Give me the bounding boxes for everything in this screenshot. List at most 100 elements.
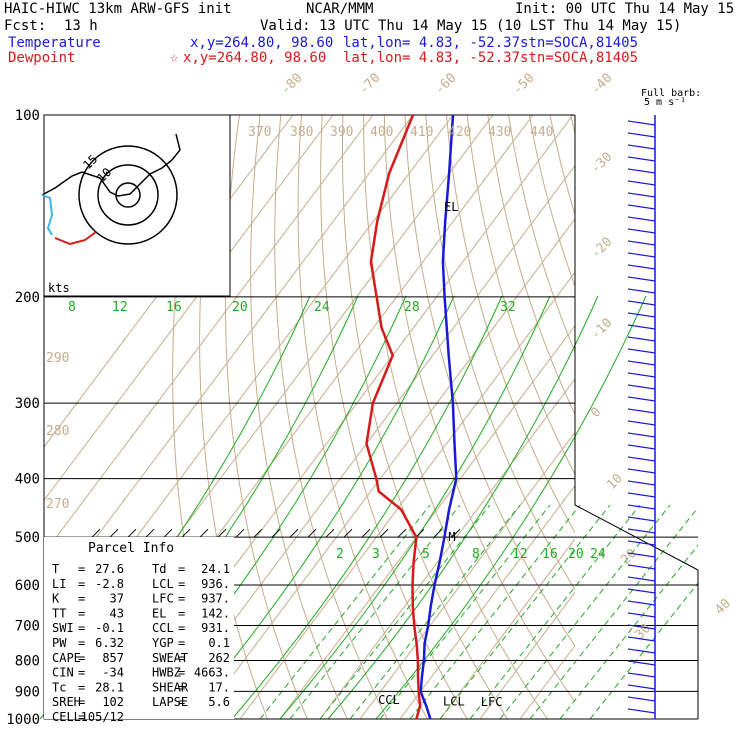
wind-barb <box>627 420 656 426</box>
parcel-info-cell: = <box>78 666 85 680</box>
parcel-info-cell: = <box>78 636 85 650</box>
pressure-tick-label: 1000 <box>6 712 40 728</box>
parcel-info-cell: 24.1 <box>201 562 230 576</box>
hatch-mark <box>163 528 173 538</box>
pressure-tick-label: 300 <box>15 396 40 412</box>
isotherm <box>359 431 575 719</box>
parcel-info-cell: 43 <box>110 606 124 620</box>
wind-barb <box>627 396 656 402</box>
wind-barb <box>627 312 656 318</box>
legend-temperature-stn: stn=SOCA,81405 <box>520 35 638 51</box>
wind-barb <box>627 708 656 714</box>
theta-label: 370 <box>248 125 271 140</box>
parcel-info-panel: Parcel Info T = 27.6 Td = 24.1 LI = -2.8 LCL = 936.… <box>44 537 234 724</box>
theta-label: 270 <box>46 497 69 512</box>
parcel-info-cell: Tc <box>52 680 66 694</box>
wind-barb <box>627 264 656 270</box>
sounding-traces <box>365 114 458 720</box>
dry-adiabat <box>654 115 740 719</box>
init-time: Init: 00 UTC Thu 14 May 15 <box>515 1 734 17</box>
mixing-ratio-label: 3 <box>372 547 380 562</box>
barb-legend-line1: Full barb: <box>641 88 701 99</box>
dry-adiabat <box>225 115 308 719</box>
isotherm <box>439 538 575 719</box>
wind-barbs <box>627 115 656 719</box>
mixing-ratio-label: 24 <box>590 547 606 562</box>
parcel-info-cell: LAPSE <box>152 695 188 709</box>
hatch-mark <box>253 528 263 538</box>
legend-temperature-latlon: lat,lon= 4.83, -52.37 <box>343 35 520 51</box>
parcel-info-cell: LCL <box>152 577 174 591</box>
pressure-tick-label: 500 <box>15 530 40 546</box>
parcel-info-cell: 931. <box>201 621 230 635</box>
parcel-info-cell: = <box>178 651 185 665</box>
parcel-info-cell: = <box>178 592 185 606</box>
hatch-mark <box>127 528 137 538</box>
parcel-info-cell: 28.1 <box>95 680 124 694</box>
parcel-info-cell: SREH <box>52 695 81 709</box>
wind-barb <box>627 120 656 126</box>
legend-temperature-label: Temperature <box>8 35 101 51</box>
valid-time: Valid: 13 UTC Thu 14 May 15 (10 LST Thu … <box>260 18 681 34</box>
parcel-info-cell: = <box>178 695 185 709</box>
fcst-value: 13 h <box>64 18 98 34</box>
parcel-info-cell: = <box>178 621 185 635</box>
wind-barb <box>627 480 656 486</box>
wind-barb <box>627 552 656 558</box>
pressure-tick-label: 600 <box>15 578 40 594</box>
hatch-mark <box>379 528 389 538</box>
dry-adiabat <box>591 115 740 719</box>
hatch-mark <box>217 528 227 538</box>
legend-dewpoint-stn: stn=SOCA,81405 <box>520 50 638 66</box>
theta-label: 400 <box>370 125 393 140</box>
hodograph-units: kts <box>48 281 70 295</box>
trace-dewpoint <box>365 114 422 720</box>
wind-barb <box>627 696 656 702</box>
org-label: NCAR/MMM <box>306 1 373 17</box>
parcel-info-cell: EL <box>152 606 166 620</box>
wind-barb <box>627 240 656 246</box>
wind-barb <box>627 444 656 450</box>
parcel-info-cell: CAPE <box>52 651 81 665</box>
moist-adiabat <box>559 544 698 719</box>
parcel-info-cell: 5.6 <box>208 695 230 709</box>
parcel-info-cell: -0.1 <box>95 621 124 635</box>
isotherm <box>44 115 374 555</box>
pressure-tick-label: 900 <box>15 684 40 700</box>
dry-adiabat <box>383 115 575 703</box>
wind-barb <box>627 336 656 342</box>
parcel-info-cell: 937. <box>201 592 230 606</box>
mixing-ratio-label: 5 <box>422 547 430 562</box>
mixing-ratio-label: 8 <box>68 300 76 315</box>
parcel-info-cell: LFC <box>152 592 174 606</box>
wind-barb <box>627 348 656 354</box>
wind-barb <box>627 132 656 138</box>
mixing-ratio-line <box>279 295 551 720</box>
mixing-ratio-line <box>231 295 503 720</box>
moist-adiabat <box>289 505 461 719</box>
mixing-ratio-label: 12 <box>512 547 528 562</box>
legend-dewpoint-label: Dewpoint <box>8 50 75 66</box>
wind-barb <box>627 168 656 174</box>
mixing-ratio-label: 16 <box>542 547 558 562</box>
parcel-info-cell: 27.6 <box>95 562 124 576</box>
moist-adiabat <box>469 505 641 719</box>
hatch-mark <box>361 528 371 538</box>
pressure-tick-label: 700 <box>15 618 40 634</box>
wind-barb <box>627 564 656 570</box>
parcel-info-cell: = <box>78 606 85 620</box>
wind-barb <box>627 192 656 198</box>
parcel-info-cell: = <box>178 606 185 620</box>
hatch-mark <box>145 528 155 538</box>
wind-barb <box>627 636 656 642</box>
isotherm <box>479 591 575 719</box>
annotation-m: M <box>448 530 455 544</box>
wind-barb <box>627 660 656 666</box>
mixing-ratio-label: 2 <box>336 547 344 562</box>
dry-adiabat <box>297 115 428 719</box>
hatch-mark <box>451 528 461 538</box>
wind-barb <box>627 276 656 282</box>
temperature-tick-label: -20 <box>588 235 615 262</box>
dry-adiabat <box>404 115 575 647</box>
